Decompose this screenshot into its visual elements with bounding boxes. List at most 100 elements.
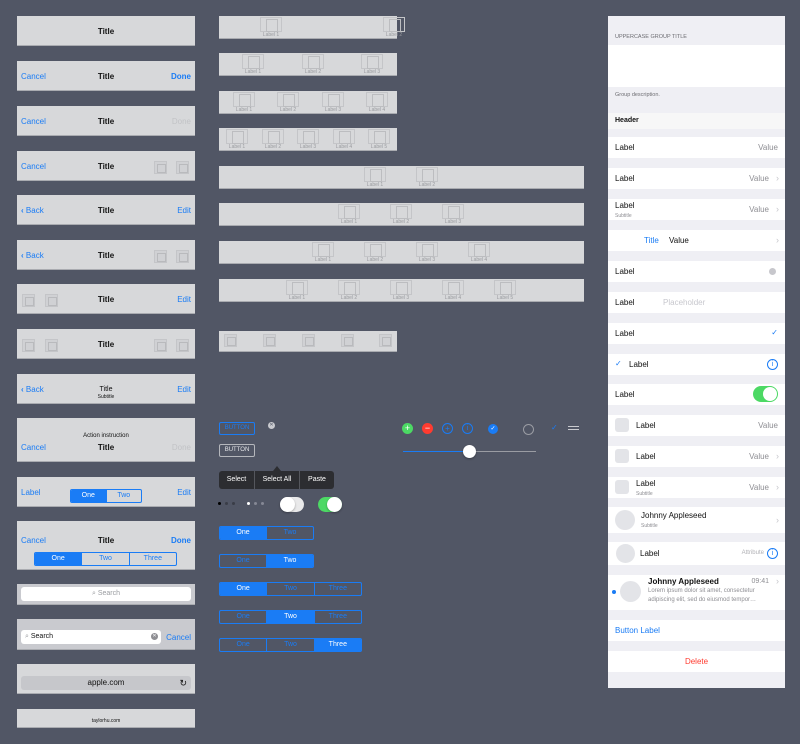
- done-button[interactable]: Done: [171, 536, 191, 545]
- toggle-off[interactable]: [280, 497, 304, 512]
- cell-icon-value[interactable]: Label Value: [608, 415, 785, 436]
- label-button[interactable]: Label: [21, 488, 41, 497]
- segment-three[interactable]: Three: [128, 553, 176, 565]
- tab-item-2[interactable]: Label 2: [262, 129, 284, 150]
- tab-item-2[interactable]: Label 2: [364, 242, 386, 263]
- cell-clearable[interactable]: Label: [608, 261, 785, 282]
- segment-one[interactable]: One: [236, 613, 250, 620]
- tab-item-1[interactable]: Label 1: [242, 54, 264, 75]
- tab-item-3[interactable]: Label 3: [322, 92, 344, 113]
- placeholder-icon[interactable]: [341, 334, 354, 347]
- cell-message[interactable]: Johnny Appleseed 09:41 › Lorem ipsum dolor …: [608, 575, 785, 610]
- cancel-button[interactable]: Cancel: [21, 117, 46, 126]
- segment-one[interactable]: One: [35, 553, 82, 565]
- url-field[interactable]: apple.com ↻: [21, 676, 191, 690]
- bordered-button-gray[interactable]: BUTTON: [219, 444, 255, 457]
- cell-label-value[interactable]: Label Value: [608, 137, 785, 158]
- edit-button[interactable]: Edit: [177, 295, 191, 304]
- placeholder-icon[interactable]: [176, 250, 189, 263]
- cell-avatar-attribute[interactable]: Label Attribute i: [608, 542, 785, 565]
- tab-item-3[interactable]: Label 3: [390, 280, 412, 301]
- placeholder-icon[interactable]: [45, 294, 58, 307]
- text-field-placeholder[interactable]: Placeholder: [663, 298, 706, 307]
- tab-item-3[interactable]: Label 3: [416, 242, 438, 263]
- placeholder-icon[interactable]: [45, 339, 58, 352]
- segment-one[interactable]: One: [236, 641, 250, 648]
- placeholder-icon[interactable]: [154, 339, 167, 352]
- edit-button[interactable]: Edit: [177, 488, 191, 497]
- menu-select-all[interactable]: Select All: [255, 471, 300, 489]
- cell-subtitle-value[interactable]: Label Subtitle Value ›: [608, 199, 785, 220]
- empty-circle-icon[interactable]: [523, 424, 534, 435]
- placeholder-icon[interactable]: [176, 161, 189, 174]
- tab-item-1[interactable]: Label 1: [226, 129, 248, 150]
- slider[interactable]: [403, 445, 536, 458]
- reorder-icon[interactable]: [568, 426, 579, 430]
- placeholder-icon[interactable]: [176, 339, 189, 352]
- info-icon[interactable]: i: [767, 359, 778, 370]
- tab-item-4[interactable]: Label 4: [468, 242, 490, 263]
- tab-item-3[interactable]: Label 3: [361, 54, 383, 75]
- placeholder-icon[interactable]: [224, 334, 237, 347]
- cancel-button[interactable]: Cancel: [21, 443, 46, 452]
- cancel-button[interactable]: Cancel: [21, 72, 46, 81]
- segment-three[interactable]: Three: [313, 639, 361, 651]
- tab-item-1[interactable]: Label 1: [233, 92, 255, 113]
- segment-two[interactable]: Two: [266, 639, 313, 651]
- tab-item-2[interactable]: Label 2: [338, 280, 360, 301]
- menu-select[interactable]: Select: [219, 471, 255, 489]
- remove-icon[interactable]: −: [422, 423, 433, 434]
- segment-two[interactable]: Two: [266, 527, 313, 539]
- tab-item-4[interactable]: Label 4: [333, 129, 355, 150]
- info-icon[interactable]: i: [462, 423, 473, 434]
- segment-two[interactable]: Two: [81, 553, 128, 565]
- cell-icon-value-disclosure[interactable]: Label Value ›: [608, 446, 785, 467]
- tab-item-5[interactable]: Label 5: [494, 280, 516, 301]
- tab-item-2[interactable]: Label 2: [302, 54, 324, 75]
- tab-item-1[interactable]: Label 1: [286, 280, 308, 301]
- cell-label-value-disclosure[interactable]: Label Value ›: [608, 168, 785, 189]
- done-button[interactable]: Done: [171, 72, 191, 81]
- add-outline-icon[interactable]: +: [442, 423, 453, 434]
- cell-checked[interactable]: Label ✓: [608, 323, 785, 344]
- segment-one[interactable]: One: [220, 583, 267, 595]
- placeholder-icon[interactable]: [302, 334, 315, 347]
- button-label-cell[interactable]: Button Label: [608, 620, 785, 641]
- cancel-button[interactable]: Cancel: [166, 633, 191, 642]
- cell-title-value[interactable]: Title Value ›: [608, 230, 785, 251]
- placeholder-icon[interactable]: [22, 294, 35, 307]
- cell-contact[interactable]: Johnny Appleseed Subtitle ›: [608, 507, 785, 533]
- tab-item-1[interactable]: Label 1: [338, 204, 360, 225]
- segment-three[interactable]: Three: [313, 583, 361, 595]
- edit-button[interactable]: Edit: [177, 385, 191, 394]
- back-button[interactable]: ‹ Back: [21, 206, 44, 215]
- add-icon[interactable]: +: [402, 423, 413, 434]
- clear-icon[interactable]: ✕: [268, 422, 275, 429]
- page-control-dark[interactable]: [218, 502, 235, 505]
- toggle-on[interactable]: [318, 497, 342, 512]
- back-button[interactable]: ‹ Back: [21, 251, 44, 260]
- placeholder-icon[interactable]: [263, 334, 276, 347]
- tab-item-4[interactable]: Label 4: [366, 92, 388, 113]
- placeholder-icon[interactable]: [154, 161, 167, 174]
- tab-item-2[interactable]: Label 2: [277, 92, 299, 113]
- bordered-button-blue[interactable]: BUTTON: [219, 422, 255, 435]
- reload-icon[interactable]: ↻: [179, 678, 187, 688]
- search-input[interactable]: ⌕ Search ✕: [21, 630, 161, 644]
- tab-item-1[interactable]: Label 1: [260, 17, 282, 38]
- delete-button[interactable]: Delete: [608, 651, 785, 672]
- segment-one[interactable]: One: [220, 527, 266, 539]
- edit-button[interactable]: Edit: [177, 206, 191, 215]
- segment-two[interactable]: Two: [266, 583, 313, 595]
- cell-checked-info[interactable]: ✓ Label i: [608, 354, 785, 375]
- segment-two[interactable]: Two: [266, 555, 313, 567]
- tab-item-5[interactable]: Label 5: [368, 129, 390, 150]
- segment-two[interactable]: Two: [105, 490, 142, 502]
- tab-item-2[interactable]: Label 2: [390, 204, 412, 225]
- cell-text-field[interactable]: Label Placeholder: [608, 292, 785, 313]
- placeholder-icon[interactable]: [154, 250, 167, 263]
- back-button[interactable]: ‹ Back: [21, 385, 44, 394]
- tab-item-3[interactable]: Label 3: [297, 129, 319, 150]
- clear-icon[interactable]: ✕: [151, 633, 158, 640]
- tab-item-1[interactable]: Label 1: [364, 167, 386, 188]
